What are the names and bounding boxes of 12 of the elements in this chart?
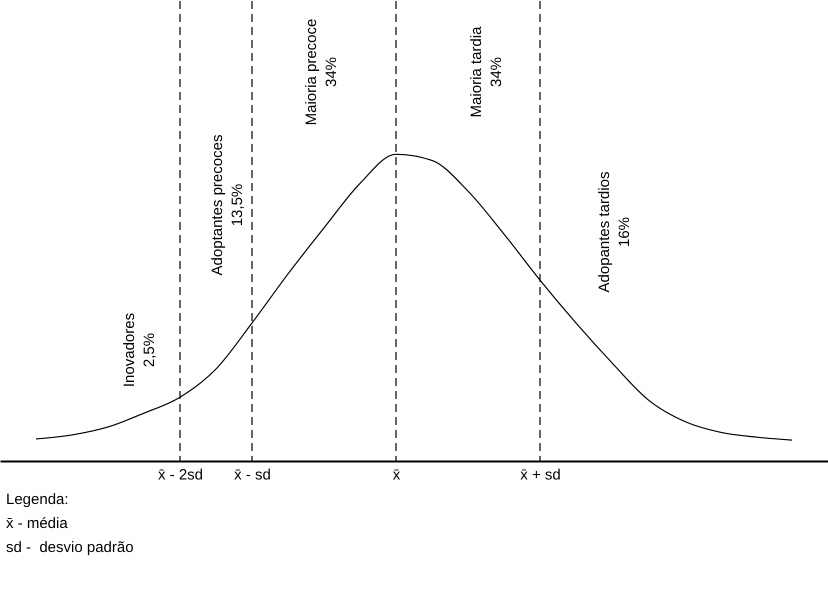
annotation: Inovadores 2,5% [120, 312, 159, 388]
x-tick-label: x̄ - 2sd [158, 466, 204, 484]
text: Maioria tardia 34% [467, 26, 506, 118]
annotation: Adoptantes precoces 13,5% [208, 134, 247, 276]
annotation: Adopantes tardios 16% [595, 172, 634, 292]
x-tick-label: x̄ - sd [234, 466, 271, 484]
text: Maioria precoce 34% [302, 18, 341, 126]
x-tick-label: x̄ [392, 466, 401, 484]
text: Legenda: [6, 491, 69, 508]
x-tick-label: x̄ + sd [520, 466, 561, 484]
text: sd - desvio padrão [6, 539, 134, 556]
text: x̄ - média [6, 515, 68, 532]
